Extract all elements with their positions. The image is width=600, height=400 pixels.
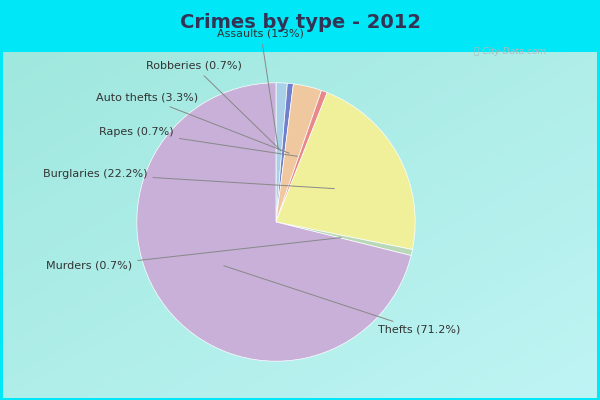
Wedge shape xyxy=(276,92,415,250)
Wedge shape xyxy=(276,90,327,222)
Text: Murders (0.7%): Murders (0.7%) xyxy=(46,238,341,271)
Text: Robberies (0.7%): Robberies (0.7%) xyxy=(146,61,281,151)
Text: Burglaries (22.2%): Burglaries (22.2%) xyxy=(43,169,334,189)
Wedge shape xyxy=(276,83,287,222)
Wedge shape xyxy=(276,83,293,222)
Wedge shape xyxy=(276,84,322,222)
Text: Rapes (0.7%): Rapes (0.7%) xyxy=(99,127,298,156)
Text: Thefts (71.2%): Thefts (71.2%) xyxy=(224,266,461,335)
Wedge shape xyxy=(276,222,412,256)
Text: Assaults (1.3%): Assaults (1.3%) xyxy=(217,29,304,150)
Wedge shape xyxy=(137,83,411,361)
Text: Crimes by type - 2012: Crimes by type - 2012 xyxy=(179,12,421,32)
Text: ⓘ City-Data.com: ⓘ City-Data.com xyxy=(474,48,546,56)
Text: Auto thefts (3.3%): Auto thefts (3.3%) xyxy=(97,93,289,153)
